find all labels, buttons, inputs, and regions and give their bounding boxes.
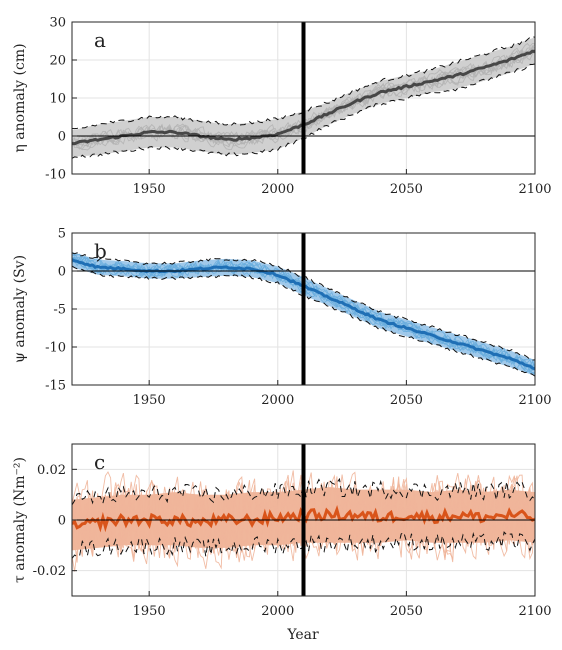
y-tick-label: 5	[58, 227, 66, 242]
y-tick-label: 0	[58, 265, 66, 280]
y-axis-label: η anomaly (cm)	[12, 43, 28, 152]
y-tick-label: -5	[53, 303, 66, 318]
panel-a: 1950 2000 2050 2100 -10 0 10 20 30 η anomaly (cm)…	[12, 16, 552, 198]
y-axis-label: ψ anomaly (Sv)	[12, 255, 28, 363]
x-tick-label: 2000	[261, 604, 294, 619]
x-tick-label: 2050	[390, 604, 423, 619]
panel-letter: c	[94, 450, 105, 474]
y-axis-label: τ anomaly (Nm⁻²)	[12, 457, 28, 583]
panel-letter: b	[94, 239, 107, 263]
panel-b: 1950 2000 2050 2100 -15 -10 -5 0 5 ψ anomaly (Sv)…	[12, 227, 552, 409]
uncertainty-band	[72, 252, 535, 376]
y-tick-label: 10	[49, 92, 66, 107]
x-tick-label: 1950	[133, 604, 166, 619]
y-tick-label: -15	[45, 379, 66, 394]
panel-c: 1950 2000 2050 2100 -0.02 0 0.02 τ anomaly (Nm⁻…	[12, 443, 552, 619]
panel-letter: a	[94, 28, 106, 52]
x-tick-label: 2000	[261, 182, 294, 197]
x-tick-label: 1950	[133, 393, 166, 408]
x-tick-label: 2050	[390, 393, 423, 408]
x-tick-label: 2050	[390, 182, 423, 197]
y-tick-label: -0.02	[33, 564, 66, 579]
x-tick-label: 2100	[518, 604, 551, 619]
x-tick-label: 1950	[133, 182, 166, 197]
x-tick-label: 2100	[518, 393, 551, 408]
x-tick-label: 2000	[261, 393, 294, 408]
y-tick-label: 0	[58, 130, 66, 145]
y-tick-label: 0.02	[37, 463, 66, 478]
y-tick-label: -10	[45, 168, 66, 183]
y-tick-label: 20	[49, 54, 66, 69]
y-tick-label: 30	[49, 16, 66, 31]
x-axis-label: Year	[286, 627, 319, 643]
y-tick-label: 0	[58, 514, 66, 529]
x-tick-label: 2100	[518, 182, 551, 197]
y-tick-label: -10	[45, 341, 66, 356]
